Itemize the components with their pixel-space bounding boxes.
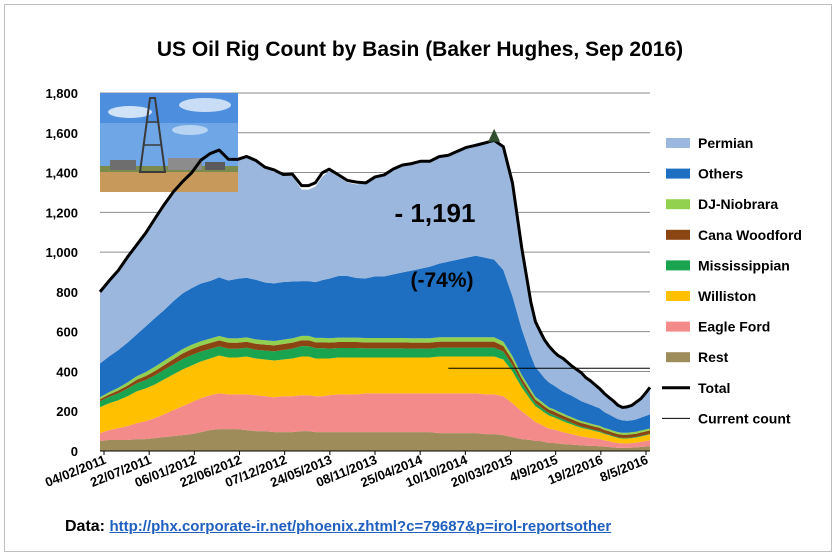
annotation-drop: - 1,191 [395, 198, 476, 228]
x-tick-label: 8/5/2016 [598, 452, 651, 485]
legend-swatch-dj-niobrara [666, 199, 690, 210]
area-rest [100, 429, 650, 451]
y-tick-label: 200 [56, 404, 78, 419]
area-others [100, 255, 650, 433]
peak-marker [488, 128, 501, 142]
chart-title: US Oil Rig Count by Basin (Baker Hughes,… [157, 38, 683, 61]
y-tick-label: 1,000 [45, 245, 78, 260]
chart-frame [4, 4, 832, 552]
source-link[interactable]: http://phx.corporate-ir.net/phoenix.zhtm… [109, 518, 612, 535]
legend-swatch-others [666, 168, 690, 179]
legend-label-permian: Permian [698, 135, 753, 151]
source-note: Data: http://phx.corporate-ir.net/phoeni… [65, 518, 611, 536]
legend-swatch-rest [666, 352, 690, 363]
legend-swatch-permian [666, 138, 690, 148]
area-permian [100, 140, 650, 421]
legend-label-williston: Williston [698, 288, 756, 304]
legend-label-total: Total [698, 380, 730, 396]
legend-swatch-williston [666, 291, 690, 301]
legend-swatch-mississippian [666, 260, 690, 271]
area-cana-woodford [100, 340, 650, 438]
line-series [98, 128, 652, 409]
area-eagle-ford [100, 393, 650, 448]
legend-label-dj-niobrara: DJ-Niobrara [698, 196, 778, 212]
legend-label-current-count: Current count [698, 410, 791, 426]
area-series [100, 140, 650, 451]
total-line [98, 138, 652, 409]
y-tick-label: 600 [56, 325, 78, 340]
legend-label-rest: Rest [698, 349, 729, 365]
legend-label-cana-woodford: Cana Woodford [698, 227, 802, 243]
y-tick-label: 1,600 [45, 126, 78, 141]
source-label: Data: [65, 518, 106, 535]
area-williston [100, 355, 650, 444]
area-mississippian [100, 346, 650, 439]
y-tick-label: 800 [56, 285, 78, 300]
legend-swatch-eagle-ford [666, 321, 690, 332]
annotation-percent: (-74%) [410, 269, 473, 292]
y-tick-label: 1,200 [45, 205, 78, 220]
y-tick-label: 1,400 [45, 166, 78, 181]
legend: Permian Others DJ-Niobrara Cana Woodford Mis… [662, 135, 802, 426]
area-dj-niobrara [100, 335, 650, 435]
y-tick-label: 400 [56, 364, 78, 379]
legend-label-mississippian: Mississippian [698, 257, 790, 273]
legend-swatch-cana-woodford [666, 229, 690, 240]
y-tick-label: 1,800 [45, 86, 78, 101]
legend-label-others: Others [698, 166, 743, 182]
legend-label-eagle-ford: Eagle Ford [698, 319, 770, 335]
oil-rig-photo [100, 93, 238, 192]
y-tick-label: 0 [71, 444, 78, 459]
